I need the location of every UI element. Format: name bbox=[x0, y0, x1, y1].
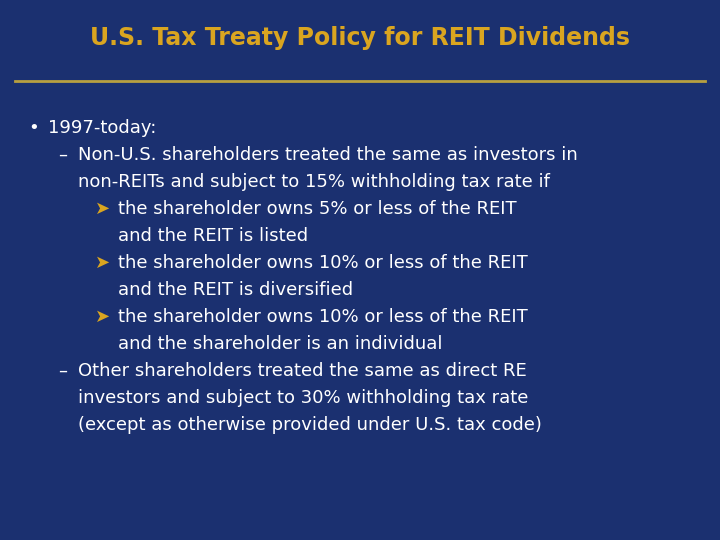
Text: U.S. Tax Treaty Policy for REIT Dividends: U.S. Tax Treaty Policy for REIT Dividend… bbox=[90, 25, 630, 50]
Text: 1997-today:: 1997-today: bbox=[48, 119, 156, 137]
FancyBboxPatch shape bbox=[0, 0, 720, 75]
Text: (except as otherwise provided under U.S. tax code): (except as otherwise provided under U.S.… bbox=[78, 416, 542, 434]
Text: ➤: ➤ bbox=[95, 200, 110, 218]
Text: –: – bbox=[58, 146, 67, 164]
Text: investors and subject to 30% withholding tax rate: investors and subject to 30% withholding… bbox=[78, 389, 528, 407]
Text: the shareholder owns 5% or less of the REIT: the shareholder owns 5% or less of the R… bbox=[118, 200, 517, 218]
Text: ➤: ➤ bbox=[95, 308, 110, 326]
Text: •: • bbox=[28, 119, 39, 137]
Text: and the REIT is diversified: and the REIT is diversified bbox=[118, 281, 353, 299]
Text: the shareholder owns 10% or less of the REIT: the shareholder owns 10% or less of the … bbox=[118, 308, 528, 326]
Text: non-REITs and subject to 15% withholding tax rate if: non-REITs and subject to 15% withholding… bbox=[78, 173, 550, 191]
Text: ➤: ➤ bbox=[95, 254, 110, 272]
Text: and the shareholder is an individual: and the shareholder is an individual bbox=[118, 335, 443, 353]
Text: the shareholder owns 10% or less of the REIT: the shareholder owns 10% or less of the … bbox=[118, 254, 528, 272]
Text: Non-U.S. shareholders treated the same as investors in: Non-U.S. shareholders treated the same a… bbox=[78, 146, 577, 164]
Text: Other shareholders treated the same as direct RE: Other shareholders treated the same as d… bbox=[78, 362, 527, 380]
Text: and the REIT is listed: and the REIT is listed bbox=[118, 227, 308, 245]
Text: –: – bbox=[58, 362, 67, 380]
